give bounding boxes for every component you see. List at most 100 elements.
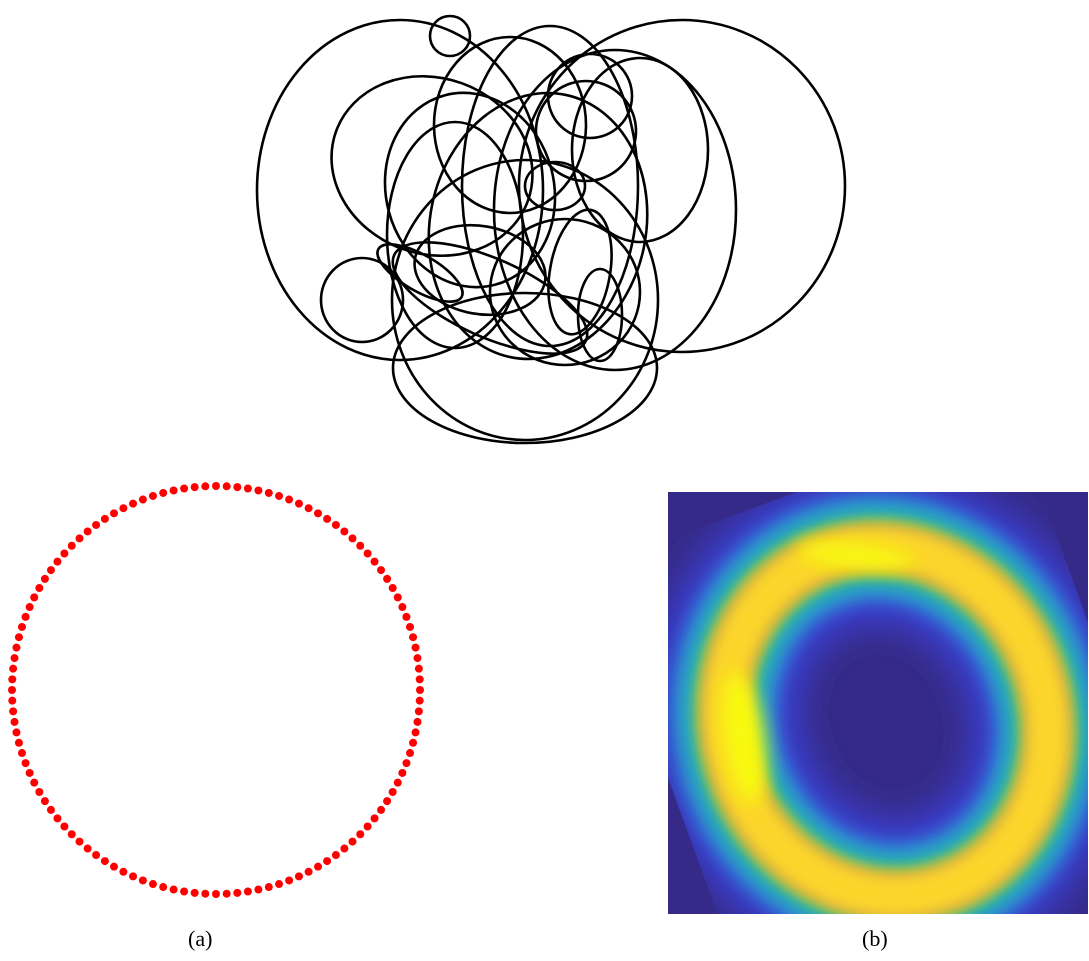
- ring-dot: [254, 486, 263, 495]
- ring-dot: [294, 499, 303, 508]
- ring-dot: [10, 717, 19, 726]
- ring-dot: [411, 728, 420, 737]
- ring-dot: [83, 844, 92, 853]
- ring-dot: [159, 883, 168, 892]
- ring-dot: [377, 566, 386, 575]
- closed-curve: [534, 79, 638, 183]
- ring-dot: [46, 566, 55, 575]
- ring-dot: [190, 483, 199, 492]
- closed-curve: [432, 35, 588, 215]
- ring-dot: [53, 557, 62, 566]
- closed-curve: [428, 14, 472, 58]
- ring-dot: [304, 504, 313, 513]
- ring-dot: [110, 509, 118, 518]
- ring-dot: [25, 768, 34, 777]
- ring-dot: [201, 482, 210, 491]
- ring-dot: [415, 696, 424, 705]
- ring-dot: [8, 686, 16, 694]
- ring-dot: [138, 495, 147, 504]
- closed-curve: [427, 91, 649, 361]
- ring-dot: [138, 876, 147, 885]
- ring-dot: [180, 484, 189, 493]
- ring-dot: [388, 584, 397, 592]
- ring-dot: [10, 654, 19, 663]
- ring-dot: [159, 488, 168, 497]
- ring-dot: [348, 534, 357, 543]
- ring-dot: [119, 504, 128, 513]
- ring-dot: [222, 889, 231, 898]
- ring-dot: [35, 788, 44, 796]
- ring-dot: [243, 484, 252, 493]
- ring-dot: [415, 675, 424, 684]
- ring-dot: [35, 584, 44, 592]
- ring-dot: [129, 499, 138, 508]
- ring-dot: [30, 778, 39, 787]
- ring-dot: [340, 844, 349, 853]
- ring-dot: [75, 837, 84, 846]
- closed-curve: [488, 217, 642, 367]
- closed-curve: [492, 48, 738, 372]
- ring-dot: [60, 822, 69, 831]
- ring-dot: [254, 885, 263, 894]
- ring-dot: [348, 837, 357, 846]
- ring-dot: [9, 707, 18, 716]
- ring-dot: [370, 814, 379, 823]
- ring-dot: [398, 768, 407, 777]
- ring-dot: [222, 482, 231, 491]
- ring-dot: [30, 593, 39, 602]
- ring-dot: [8, 675, 17, 684]
- ring-dot: [119, 867, 128, 876]
- ring-dot: [40, 797, 49, 806]
- ring-dot: [25, 603, 34, 612]
- ring-dot: [409, 633, 418, 642]
- ring-dot: [413, 717, 422, 726]
- ring-dot: [53, 814, 62, 823]
- ring-dot: [212, 890, 220, 898]
- closed-curve: [517, 18, 847, 354]
- ring-dot: [17, 622, 26, 631]
- ring-dot: [201, 889, 210, 898]
- ring-dot: [294, 872, 303, 881]
- ring-dot: [409, 738, 418, 747]
- ring-dot: [148, 491, 157, 500]
- ring-dot: [393, 593, 402, 602]
- ring-dot: [402, 612, 411, 621]
- ring-dot: [129, 872, 138, 881]
- ring-dot: [100, 514, 109, 523]
- curve-tangle: [255, 14, 847, 445]
- ring-dot: [110, 862, 118, 871]
- ring-dot: [285, 495, 294, 504]
- ring-dot: [377, 805, 386, 814]
- ring-dot: [8, 696, 17, 705]
- dotted-circle: [8, 482, 424, 898]
- ring-dot: [83, 527, 92, 536]
- ring-dot: [67, 830, 76, 839]
- closed-curve: [391, 291, 659, 445]
- ring-dot: [331, 520, 340, 529]
- ring-dot: [314, 509, 322, 518]
- ring-dot: [411, 643, 420, 652]
- ring-dot: [21, 759, 30, 768]
- ring-dot: [413, 654, 422, 663]
- ring-dot: [169, 486, 178, 495]
- ring-dot: [402, 759, 411, 768]
- ring-dot: [388, 788, 397, 796]
- closed-curve: [385, 120, 525, 350]
- closed-curve: [413, 223, 547, 317]
- ring-dot: [233, 888, 242, 897]
- caption-b: (b): [862, 926, 888, 951]
- ring-dot: [12, 728, 21, 737]
- caption-a: (a): [188, 926, 213, 951]
- ring-dot: [180, 887, 189, 896]
- ring-dot: [212, 482, 220, 490]
- ring-dot: [383, 797, 392, 806]
- ring-dot: [67, 541, 76, 550]
- ring-dot: [190, 888, 199, 897]
- ring-dot: [17, 749, 26, 758]
- ring-dot: [100, 857, 109, 866]
- ring-dot: [148, 880, 157, 889]
- ring-dot: [243, 887, 252, 896]
- ring-dot: [340, 527, 349, 536]
- heatmap-peak: [722, 542, 914, 804]
- ring-dot: [363, 549, 372, 558]
